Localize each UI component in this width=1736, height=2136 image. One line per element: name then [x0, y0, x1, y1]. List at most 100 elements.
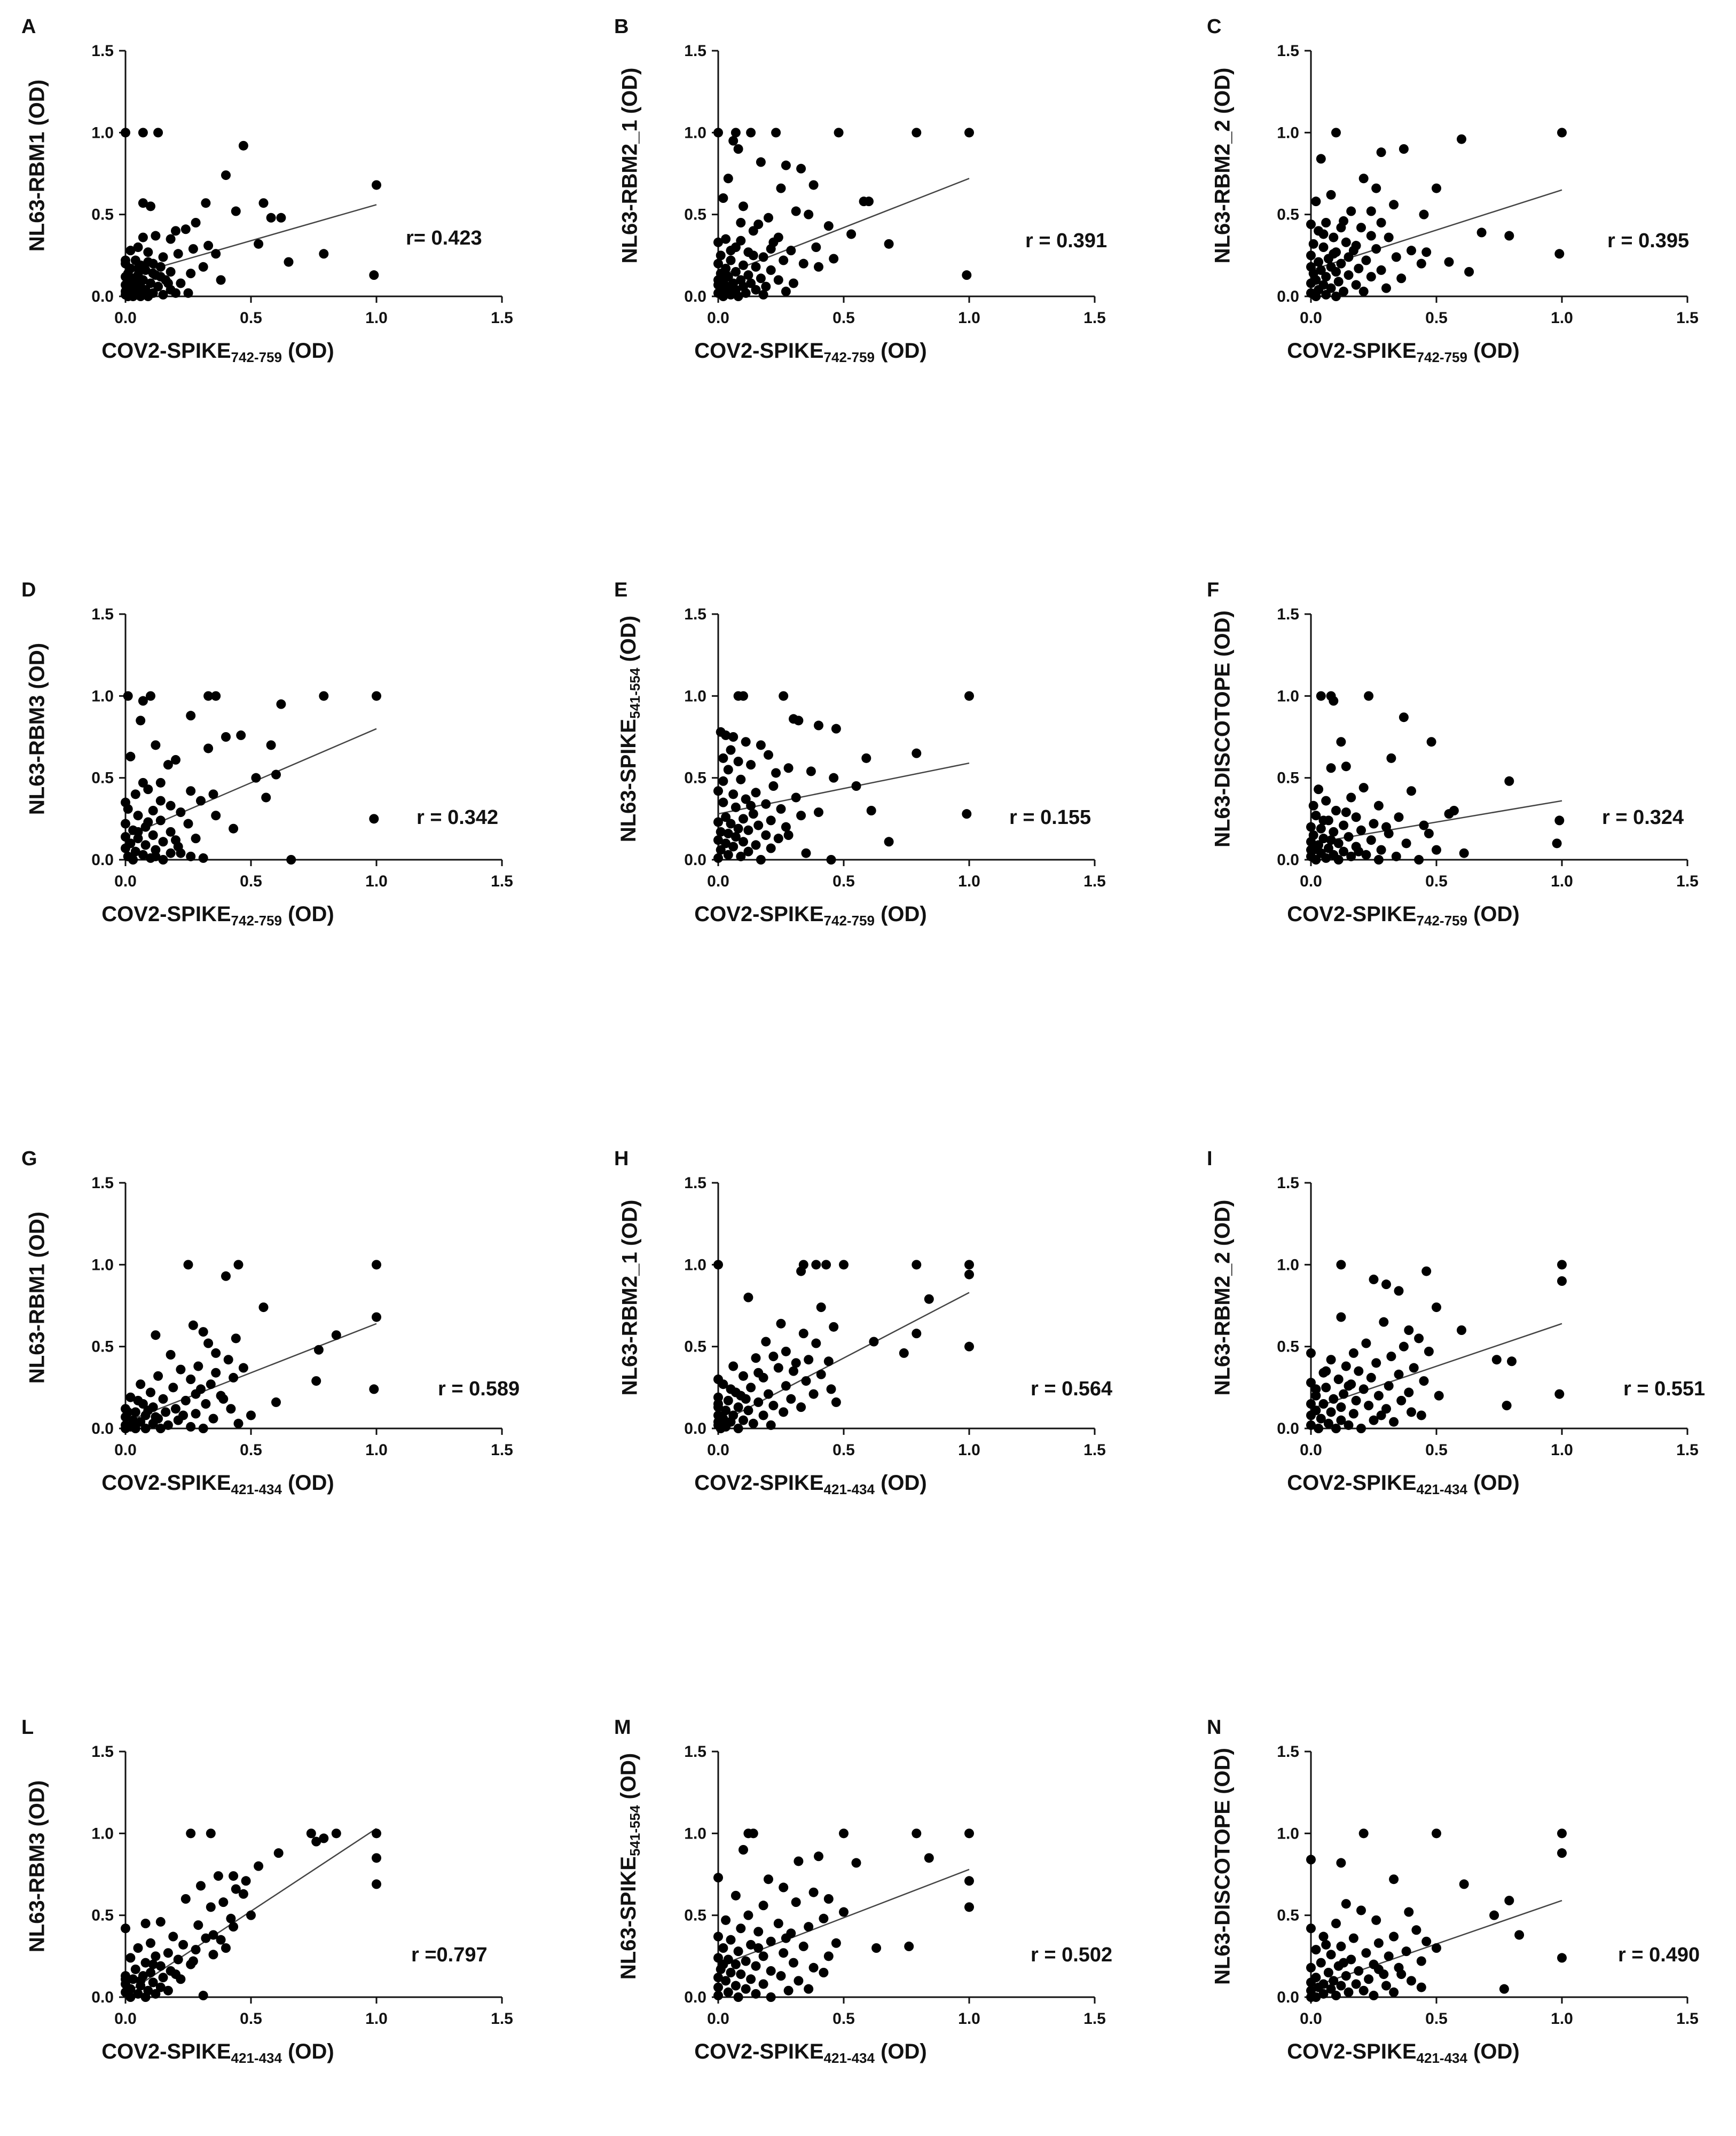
data-point	[1311, 1945, 1321, 1955]
x-axis-label-main: COV2-SPIKE	[1287, 902, 1417, 926]
data-point	[1424, 828, 1434, 838]
data-point	[136, 1417, 146, 1427]
data-point	[136, 292, 146, 301]
data-point	[1336, 1402, 1346, 1412]
data-point	[1386, 753, 1396, 763]
data-point	[369, 814, 379, 824]
panel-letter: C	[1207, 15, 1222, 38]
data-point	[1326, 283, 1336, 293]
data-point	[1373, 1964, 1384, 1974]
data-point	[158, 1973, 168, 1983]
data-point	[773, 1363, 783, 1373]
x-axis-label-main: COV2-SPIKE	[1287, 339, 1417, 363]
data-point	[1552, 838, 1562, 849]
y-tick-label: 1.0	[1277, 124, 1299, 142]
data-point	[140, 840, 151, 850]
data-point	[136, 1379, 146, 1389]
y-tick-label: 1.5	[91, 1174, 114, 1192]
y-axis-label-unit: (OD)	[1211, 1748, 1235, 1794]
data-point	[766, 1992, 776, 2002]
y-axis-label-unit: (OD)	[25, 79, 49, 126]
scatter-panel-n: N 0.0 0.5 1.0 1.5 0.0 0.5 1.0 1.5 NL63-DISCOTOPE …	[1207, 1716, 1736, 2136]
data-point	[751, 285, 761, 295]
data-point	[155, 796, 166, 806]
data-point	[758, 1979, 768, 1989]
data-point	[155, 1982, 166, 1992]
data-point	[372, 180, 381, 190]
data-point	[201, 1933, 211, 1943]
y-axis-label-main: NL63-RBM1	[25, 131, 49, 252]
scatter-panel-a: A 0.0 0.5 1.0 1.5 0.0 0.5 1.0 1.5 NL63-RBM1 (OD) C…	[21, 15, 555, 435]
data-point	[125, 1392, 136, 1402]
data-point	[1314, 1424, 1324, 1433]
data-point	[904, 1941, 914, 1951]
data-point	[1409, 1363, 1419, 1373]
correlation-label: r = 0.324	[1602, 806, 1684, 829]
data-point	[743, 1292, 753, 1302]
data-point	[743, 825, 753, 835]
data-point	[1316, 1958, 1326, 1968]
data-point	[808, 1962, 819, 1973]
data-point	[1554, 1389, 1565, 1399]
y-tick-label: 0.0	[91, 1420, 114, 1438]
x-tick-label: 1.5	[1083, 1441, 1106, 1459]
data-point	[1491, 1355, 1502, 1365]
data-point	[1373, 800, 1384, 811]
x-tick-label: 0.0	[707, 2010, 729, 2028]
correlation-label: r = 0.564	[1031, 1378, 1113, 1400]
data-point	[180, 224, 191, 234]
data-point	[143, 292, 153, 301]
data-point	[1336, 737, 1346, 747]
data-point	[1351, 280, 1361, 290]
data-point	[186, 711, 196, 721]
data-point	[161, 1407, 171, 1417]
data-point	[726, 1935, 736, 1945]
y-tick-label: 1.0	[1277, 1256, 1299, 1274]
data-point	[133, 1395, 143, 1405]
data-point	[789, 278, 798, 288]
data-point	[121, 1424, 130, 1433]
x-axis-label-main: COV2-SPIKE	[694, 339, 824, 363]
data-point	[1336, 1312, 1346, 1322]
data-point	[819, 1968, 829, 1977]
data-point	[726, 1968, 736, 1977]
data-point	[221, 1943, 231, 1953]
panel-letter: B	[614, 15, 629, 38]
data-point	[1316, 823, 1326, 834]
data-point	[1341, 1971, 1351, 1981]
data-point	[743, 846, 753, 857]
y-tick-label: 0.5	[91, 769, 114, 787]
scatter-plot: 0.0 0.5 1.0 1.5 0.0 0.5 1.0 1.5	[684, 606, 1106, 890]
data-point	[756, 740, 766, 750]
data-point	[736, 218, 746, 227]
data-point	[726, 745, 736, 755]
x-axis-label-main: COV2-SPIKE	[101, 339, 231, 363]
data-point	[796, 163, 806, 174]
data-point	[773, 232, 783, 242]
data-point	[758, 289, 768, 300]
y-tick-label: 1.0	[684, 1256, 706, 1274]
x-axis-label-unit: (OD)	[288, 339, 334, 363]
y-tick-label: 0.5	[684, 1338, 706, 1356]
x-tick-label: 0.0	[1300, 873, 1322, 890]
correlation-label: r = 0.395	[1607, 230, 1690, 252]
x-tick-label: 0.0	[1300, 309, 1322, 327]
data-point	[258, 1302, 269, 1313]
data-point	[726, 246, 736, 256]
data-point	[779, 1948, 789, 1958]
data-point	[748, 250, 758, 261]
data-point	[238, 140, 248, 151]
data-point	[148, 806, 158, 815]
data-point	[146, 1938, 155, 1948]
data-point	[146, 201, 155, 211]
data-point	[173, 249, 183, 259]
data-point	[804, 209, 814, 219]
data-point	[829, 1322, 839, 1332]
data-point	[1329, 1976, 1339, 1986]
data-point	[306, 1828, 316, 1839]
data-point	[1306, 1378, 1316, 1388]
data-point	[221, 170, 231, 180]
data-point	[158, 252, 168, 262]
data-point	[1306, 250, 1316, 261]
x-tick-label: 0.5	[240, 309, 262, 327]
